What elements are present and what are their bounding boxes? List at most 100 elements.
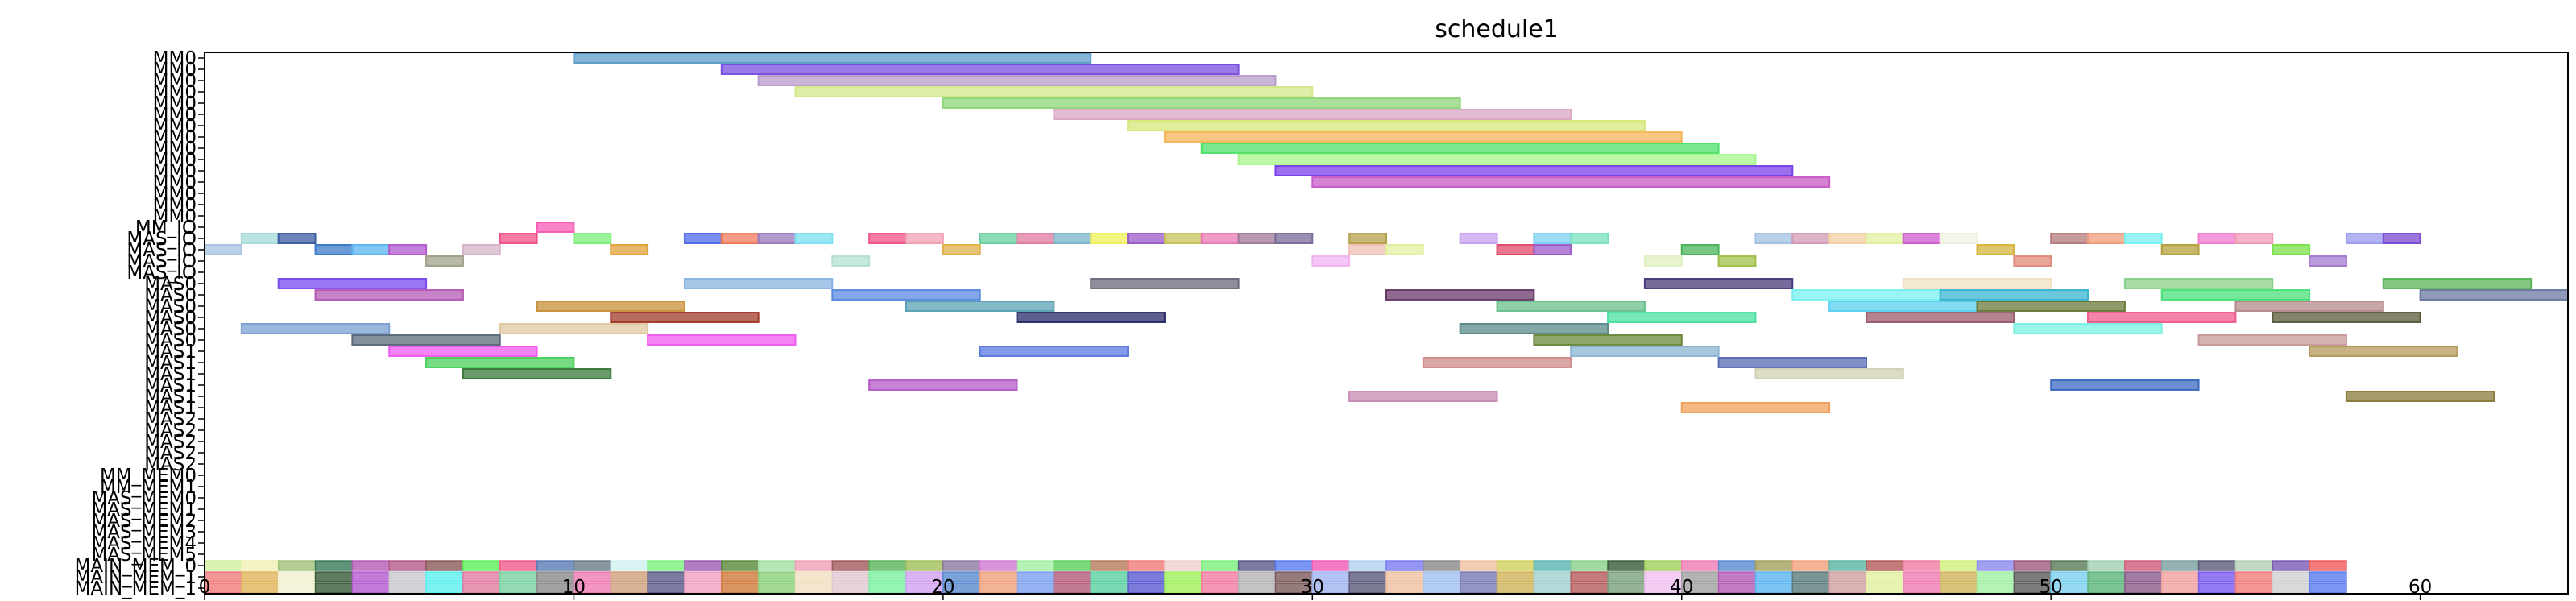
- gantt-segment: [1016, 233, 1055, 244]
- memory-segment: [2087, 571, 2126, 582]
- memory-segment: [1533, 571, 1572, 582]
- y-tick-label: MAS1: [144, 342, 197, 363]
- memory-segment: [1016, 571, 1055, 582]
- y-tick-label: MAS1: [144, 387, 197, 408]
- gantt-segment: [388, 244, 428, 255]
- y-tick-label: MAS_MEM5: [91, 545, 197, 566]
- gantt-segment: [1976, 244, 2015, 255]
- memory-segment: [2087, 582, 2126, 594]
- memory-segment: [1348, 560, 1387, 571]
- gantt-segment: [1570, 346, 1720, 357]
- gantt-segment: [1533, 233, 1572, 244]
- memory-segment: [647, 571, 685, 582]
- gantt-segment: [757, 75, 1277, 86]
- memory-segment: [2234, 560, 2273, 571]
- memory-segment: [2309, 560, 2347, 571]
- memory-segment: [2272, 582, 2310, 594]
- gantt-segment: [1902, 278, 2052, 289]
- memory-segment: [241, 560, 280, 571]
- memory-segment: [2124, 560, 2163, 571]
- gantt-segment: [979, 233, 1018, 244]
- memory-segment: [1866, 560, 1904, 571]
- memory-segment: [277, 582, 317, 594]
- memory-segment: [1201, 560, 1240, 571]
- memory-segment: [868, 582, 907, 594]
- memory-segment: [1496, 560, 1535, 571]
- gantt-segment: [1348, 391, 1498, 402]
- memory-segment: [1127, 582, 1166, 594]
- gantt-segment: [1163, 233, 1203, 244]
- y-tick-label: MM_MEM0: [100, 466, 197, 487]
- gantt-segment: [1643, 255, 1683, 267]
- memory-segment: [2234, 571, 2273, 582]
- gantt-segment: [683, 233, 723, 244]
- y-tick-label: MM_IO: [135, 218, 197, 238]
- gantt-segment: [1828, 233, 1867, 244]
- memory-segment: [1237, 560, 1277, 571]
- memory-segment: [1570, 582, 1609, 594]
- gantt-segment: [2050, 233, 2089, 244]
- gantt-segment: [1607, 312, 1757, 323]
- memory-segment: [1866, 571, 1904, 582]
- memory-segment: [536, 560, 575, 571]
- memory-segment: [1607, 571, 1646, 582]
- memory-segment: [462, 582, 501, 594]
- gantt-segment: [1090, 278, 1240, 289]
- y-axis-labels: MM0MM0MM0MM0MM0MM0MM0MM0MM0MM0MM0MM0MM0M…: [75, 48, 205, 599]
- gantt-segment: [1976, 300, 2126, 312]
- memory-segment: [1459, 582, 1498, 594]
- y-tick-label: MAS_MEM1: [91, 499, 197, 520]
- y-tick-label: MM0: [153, 195, 197, 216]
- gantt-segment: [610, 312, 760, 323]
- memory-segment: [979, 582, 1018, 594]
- gantt-segment: [2345, 391, 2495, 402]
- gantt-segment: [1053, 109, 1572, 120]
- gantt-segment: [683, 278, 834, 289]
- memory-segment: [1533, 560, 1572, 571]
- memory-segment: [1828, 582, 1867, 594]
- memory-segment: [1164, 571, 1203, 582]
- gantt-segment: [905, 300, 1055, 312]
- memory-segment: [979, 560, 1018, 571]
- y-tick-label: MM0: [153, 93, 197, 114]
- y-tick-label: MAS_IO: [126, 263, 197, 284]
- gantt-segment: [1939, 289, 2089, 300]
- memory-segment: [1681, 560, 1720, 571]
- memory-segment: [1496, 582, 1535, 594]
- memory-segment: [2160, 560, 2200, 571]
- y-tick-label: MAS_MEM3: [91, 522, 197, 543]
- gantt-segment: [1791, 289, 1941, 300]
- gantt-segment: [462, 368, 612, 379]
- memory-segment: [757, 560, 797, 571]
- gantt-segment: [2087, 233, 2126, 244]
- memory-segment: [1644, 560, 1683, 571]
- y-tick-label: MAS_IO: [126, 251, 197, 272]
- memory-segment: [905, 560, 944, 571]
- memory-segment: [314, 571, 354, 582]
- y-tick-label: MM0: [153, 184, 197, 205]
- y-tick-label: MM0: [153, 60, 197, 81]
- memory-segment: [2050, 560, 2089, 571]
- y-tick-label: MM0: [153, 48, 197, 69]
- memory-segment: [573, 560, 612, 571]
- memory-segment: [1903, 571, 1941, 582]
- memory-segment: [1533, 582, 1572, 594]
- memory-segment: [1939, 571, 1978, 582]
- memory-segment: [1053, 571, 1091, 582]
- memory-segment: [499, 582, 538, 594]
- memory-segment: [2013, 560, 2052, 571]
- gantt-segment: [942, 244, 981, 255]
- memory-segment: [1754, 560, 1794, 571]
- gantt-segment: [979, 346, 1129, 357]
- gantt-segment: [2234, 233, 2274, 244]
- y-tick-label: MAS1: [144, 353, 197, 374]
- gantt-segment: [499, 323, 649, 334]
- y-tick-label: MAS1: [144, 375, 197, 396]
- memory-segment: [610, 571, 648, 582]
- y-tick-label: MAS1: [144, 364, 197, 385]
- memory-segment: [979, 571, 1018, 582]
- memory-segment: [1459, 560, 1498, 571]
- memory-segment: [1570, 571, 1609, 582]
- memory-segment: [647, 560, 685, 571]
